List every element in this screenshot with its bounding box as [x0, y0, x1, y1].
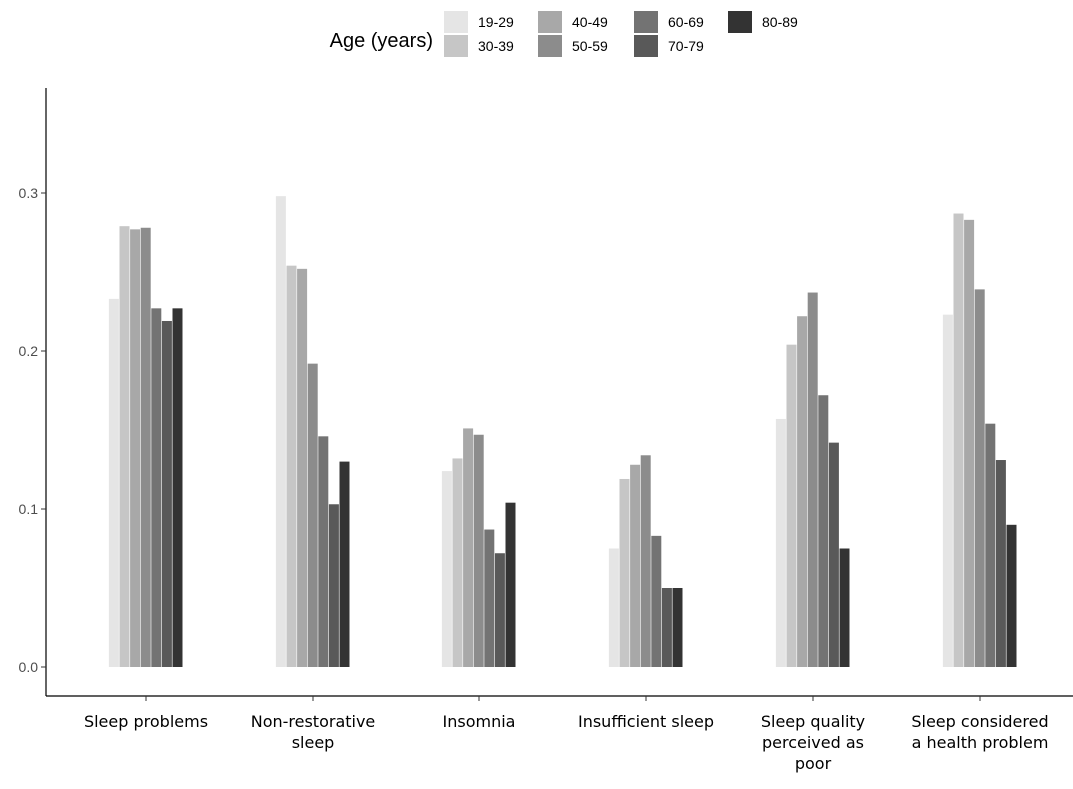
x-tick-label: Insufficient sleep [578, 712, 714, 731]
legend-swatch [634, 11, 658, 33]
x-axis: Sleep problems Non-restorative sleep Insomn… [46, 695, 1073, 773]
legend-swatch [538, 11, 562, 33]
x-tick-label: Non-restorative sleep [251, 712, 376, 752]
bar [484, 529, 495, 667]
legend-label: 50-59 [572, 38, 608, 54]
bar [441, 471, 452, 667]
bar [786, 344, 797, 667]
x-tick-label: Sleep considered a health problem [911, 712, 1048, 752]
bar [275, 196, 286, 667]
bar [307, 363, 318, 667]
y-tick-label: 0.2 [19, 343, 39, 359]
bar [140, 227, 151, 667]
y-tick-label: 0.3 [19, 185, 39, 201]
bar [463, 428, 474, 667]
bar [672, 588, 683, 667]
bar [108, 298, 119, 667]
bar [995, 460, 1006, 667]
bar [964, 219, 975, 668]
bar [339, 461, 350, 667]
legend-swatch [444, 35, 468, 57]
bar [640, 455, 651, 667]
bar [1006, 524, 1017, 667]
bar [297, 268, 308, 667]
y-tick-label: 0.1 [19, 501, 39, 517]
bar [985, 423, 996, 667]
bar [161, 320, 172, 667]
legend-swatch [634, 35, 658, 57]
bar [651, 535, 662, 667]
bar [953, 213, 964, 668]
x-tick-label: Sleep quality perceived as poor [761, 712, 865, 773]
legend-label: 40-49 [572, 14, 608, 30]
bar [974, 289, 985, 667]
legend-swatch [728, 11, 752, 33]
bar [619, 478, 630, 667]
bar [818, 395, 829, 667]
bar [775, 418, 786, 667]
bar [473, 434, 484, 667]
bar [942, 314, 953, 667]
bar [119, 226, 130, 667]
legend-label: 80-89 [762, 14, 798, 30]
x-tick-label: Sleep problems [84, 712, 208, 731]
bar [172, 308, 183, 667]
bar [130, 229, 141, 667]
legend-swatch [444, 11, 468, 33]
legend-label: 60-69 [668, 14, 704, 30]
bars [108, 196, 1017, 668]
bar [494, 553, 505, 667]
bar [807, 292, 818, 667]
x-tick-label: Insomnia [443, 712, 516, 731]
legend-label: 19-29 [478, 14, 514, 30]
bar [828, 442, 839, 667]
legend-label: 70-79 [668, 38, 704, 54]
bar [328, 504, 339, 667]
bar [608, 548, 619, 667]
legend-label: 30-39 [478, 38, 514, 54]
bar [661, 588, 672, 667]
bar [839, 548, 850, 667]
bar [797, 316, 808, 667]
bar [452, 458, 463, 667]
legend-swatch [538, 35, 562, 57]
bar [318, 436, 329, 667]
bar [505, 502, 516, 667]
y-axis: 0.0 0.1 0.2 0.3 [19, 88, 47, 696]
bar [151, 308, 162, 667]
legend: Age (years) 19-29 30-39 40-49 50-59 60-69 70-… [330, 11, 798, 57]
bar [630, 464, 641, 667]
legend-title: Age (years) [330, 30, 433, 52]
bar [286, 265, 297, 667]
y-tick-label: 0.0 [19, 659, 39, 675]
